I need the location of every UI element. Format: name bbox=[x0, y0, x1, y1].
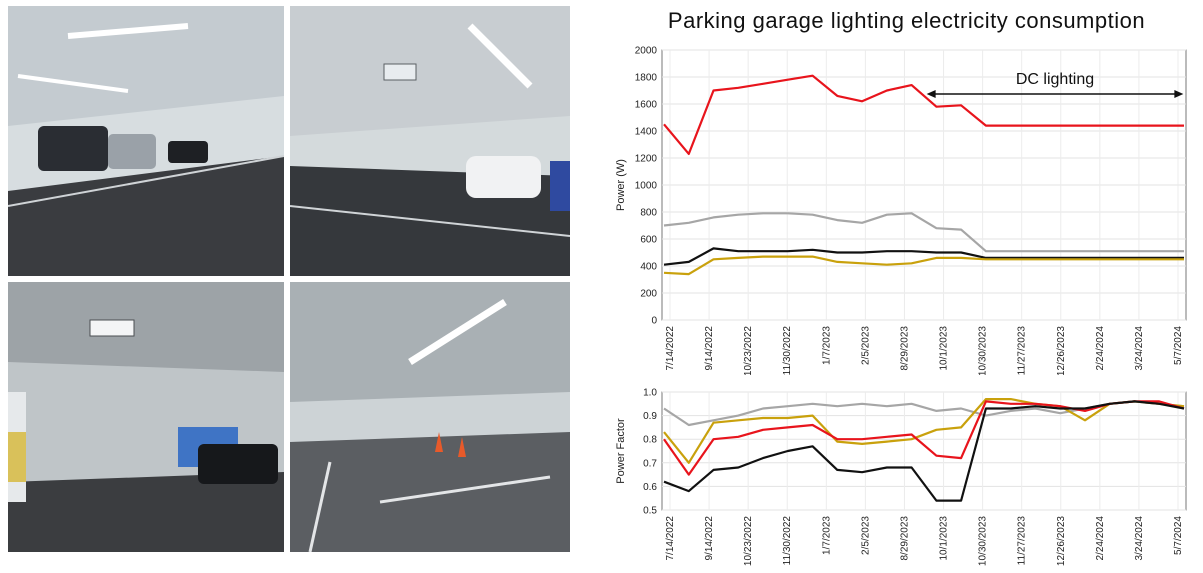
y-tick-label: 0.8 bbox=[643, 435, 657, 446]
x-tick-label: 2/5/2023 bbox=[860, 516, 871, 555]
x-tick-label: 7/14/2022 bbox=[665, 326, 676, 371]
plot-frame bbox=[661, 391, 1187, 511]
y-axis-label: Power (W) bbox=[615, 159, 627, 211]
x-tick-label: 3/24/2024 bbox=[1134, 516, 1145, 561]
y-tick-label: 800 bbox=[640, 208, 657, 219]
y-tick-label: 1200 bbox=[635, 154, 658, 165]
garage-photo-exit-sign bbox=[290, 6, 570, 276]
y-tick-label: 2000 bbox=[635, 46, 658, 57]
y-tick-label: 1800 bbox=[635, 73, 658, 84]
x-tick-label: 7/14/2022 bbox=[665, 516, 676, 561]
x-tick-label: 8/29/2023 bbox=[899, 326, 910, 371]
y-tick-label: 0.6 bbox=[643, 482, 657, 493]
garage-photo-cars-left bbox=[8, 6, 284, 276]
x-tick-label: 12/26/2023 bbox=[1056, 326, 1067, 375]
x-tick-label: 10/30/2023 bbox=[978, 326, 989, 375]
y-tick-label: 200 bbox=[640, 289, 657, 300]
arrow-head-right bbox=[1174, 90, 1184, 98]
x-tick-label: 2/24/2024 bbox=[1095, 326, 1106, 371]
y-tick-label: 600 bbox=[640, 235, 657, 246]
y-tick-label: 1000 bbox=[635, 181, 658, 192]
plot-area bbox=[661, 49, 1187, 321]
x-tick-label: 5/7/2024 bbox=[1173, 516, 1184, 555]
series-line-0 bbox=[663, 74, 1184, 156]
y-tick-label: 0 bbox=[651, 316, 657, 327]
series-line-3 bbox=[663, 400, 1185, 502]
x-tick-label: 9/14/2022 bbox=[704, 516, 715, 561]
x-tick-label: 2/24/2024 bbox=[1095, 516, 1106, 561]
series-line-2 bbox=[663, 400, 1185, 476]
garage-photo-corridor bbox=[8, 282, 284, 552]
x-tick-label: 10/23/2022 bbox=[743, 516, 754, 566]
x-tick-label: 11/30/2022 bbox=[782, 326, 793, 375]
garage-photo-cones bbox=[290, 282, 570, 552]
series-line-1 bbox=[663, 398, 1185, 464]
x-tick-label: 12/26/2023 bbox=[1056, 516, 1067, 566]
x-tick-label: 10/30/2023 bbox=[978, 516, 989, 566]
photo-grid bbox=[8, 6, 570, 552]
x-tick-label: 1/7/2023 bbox=[821, 516, 832, 555]
y-tick-label: 400 bbox=[640, 262, 657, 273]
y-tick-label: 0.9 bbox=[643, 411, 657, 422]
x-tick-label: 10/1/2023 bbox=[939, 516, 950, 561]
x-tick-label: 3/24/2024 bbox=[1134, 326, 1145, 371]
arrow-head-left bbox=[926, 90, 936, 98]
annotation-text: DC lighting bbox=[1016, 71, 1094, 88]
x-tick-label: 10/23/2022 bbox=[743, 326, 754, 375]
y-tick-label: 1400 bbox=[635, 127, 658, 138]
y-axis-label: Power Factor bbox=[615, 418, 627, 484]
series-line-2 bbox=[663, 247, 1184, 266]
x-tick-label: 9/14/2022 bbox=[704, 326, 715, 371]
y-tick-label: 1600 bbox=[635, 100, 658, 111]
y-tick-label: 0.5 bbox=[643, 506, 657, 517]
x-tick-label: 10/1/2023 bbox=[939, 326, 950, 371]
x-tick-label: 8/29/2023 bbox=[899, 516, 910, 561]
chart-title: Parking garage lighting electricity cons… bbox=[667, 8, 1146, 33]
x-tick-label: 11/27/2023 bbox=[1017, 516, 1028, 566]
x-tick-label: 5/7/2024 bbox=[1173, 326, 1184, 365]
x-tick-label: 1/7/2023 bbox=[821, 326, 832, 365]
x-tick-label: 11/27/2023 bbox=[1017, 326, 1028, 375]
plot-area bbox=[661, 391, 1187, 511]
x-tick-label: 11/30/2022 bbox=[782, 516, 793, 566]
power-factor-chart: 0.5 0.6 0.7 0.8 0.9 1.0 7/14/2022 9/14/2022 10/2… bbox=[615, 388, 1187, 566]
dc-lighting-annotation: DC lighting bbox=[926, 71, 1184, 98]
y-tick-label: 1.0 bbox=[643, 388, 657, 399]
series-line-1 bbox=[663, 212, 1184, 253]
y-tick-label: 0.7 bbox=[643, 458, 657, 469]
series-line-3 bbox=[663, 255, 1184, 276]
power-chart: 0 200 400 600 800 1000 1200 1400 1600 1800 2000 7/1… bbox=[615, 46, 1187, 375]
x-tick-label: 2/5/2023 bbox=[860, 326, 871, 365]
